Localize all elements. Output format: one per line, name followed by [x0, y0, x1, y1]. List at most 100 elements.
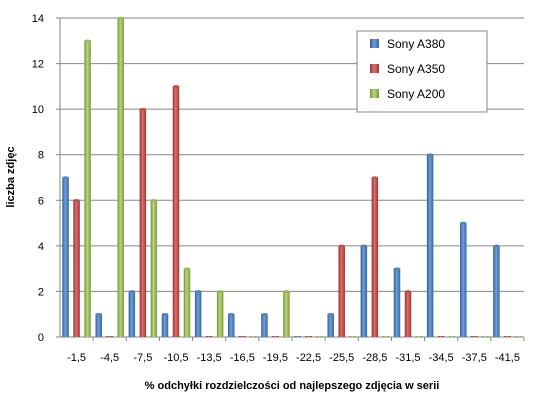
bar-rect [150, 200, 158, 337]
bar-sony-a350 [305, 336, 312, 337]
bar-rect [515, 336, 522, 337]
bar-cap [371, 176, 379, 179]
y-tick-label: 6 [38, 195, 44, 207]
bar-rect [117, 18, 124, 337]
bar-rect [393, 268, 401, 337]
bar-rect [382, 336, 390, 337]
bar-sony-a380 [493, 244, 500, 337]
bar-rect [239, 336, 246, 337]
bar-rect [460, 223, 467, 337]
bar-cap [73, 198, 80, 202]
bar-sony-a200 [482, 336, 489, 337]
x-tick-label: -31,5 [395, 352, 420, 364]
bar-cap [327, 312, 334, 316]
bar-cap [404, 290, 412, 293]
x-tick-label: -16,5 [230, 352, 255, 364]
y-tick-label: 0 [38, 332, 44, 344]
bar-cap [261, 312, 268, 316]
bar-cap [283, 290, 290, 293]
bar-rect [161, 314, 169, 337]
x-tick-label: -10,5 [163, 352, 188, 364]
bar-rect [404, 291, 412, 337]
bar-cap [62, 176, 69, 179]
bar-sony-a200 [117, 16, 124, 337]
x-tick-label: -41,5 [495, 352, 520, 364]
bar-sony-a200 [382, 336, 390, 337]
bar-rect [338, 245, 345, 337]
bar-rect [371, 177, 379, 337]
bar-sony-a350 [172, 85, 180, 337]
bar-sony-a350 [106, 336, 113, 337]
bar-cap [128, 290, 136, 293]
bar-rect [349, 336, 356, 337]
x-tick-label: -28,5 [362, 352, 387, 364]
bar-rect [437, 336, 445, 337]
x-tick-label: -34,5 [429, 352, 454, 364]
bar-sony-a380 [460, 221, 467, 337]
bar-rect [327, 314, 334, 337]
bar-rect [261, 314, 268, 337]
bar-rect [250, 336, 257, 337]
bar-sony-a350 [338, 244, 345, 337]
bar-cap [139, 107, 147, 111]
bar-sony-a200 [183, 267, 191, 337]
bar-cap [161, 312, 169, 316]
bar-sony-a200 [349, 336, 356, 337]
y-tick-label: 10 [32, 104, 44, 116]
x-tick-label: -22,5 [296, 352, 321, 364]
bar-rect [415, 336, 423, 337]
bar-sony-a380 [360, 244, 368, 337]
bar-rect [139, 109, 147, 338]
legend-swatch [370, 89, 379, 98]
bar-rect [84, 40, 91, 338]
x-tick-label: -19,5 [263, 352, 288, 364]
bar-rect [73, 200, 80, 337]
bar-sony-a350 [404, 290, 412, 337]
bar-rect [283, 291, 290, 337]
y-tick-label: 2 [38, 286, 44, 298]
legend-item: Sony A350 [370, 62, 445, 76]
bar-sony-a200 [515, 336, 522, 337]
bar-rect [95, 314, 102, 337]
bar-sony-a200 [216, 290, 224, 337]
bar-cap [460, 221, 467, 225]
bar-cap [183, 267, 191, 270]
bar-rect [128, 291, 136, 337]
bar-rect [205, 336, 213, 337]
bar-sony-a350 [471, 336, 478, 337]
y-tick-label: 14 [32, 13, 44, 25]
bar-rect [228, 314, 235, 337]
bar-rect [183, 268, 191, 337]
x-tick-label: -37,5 [462, 352, 487, 364]
legend-label: Sony A350 [387, 62, 445, 76]
bar-rect [316, 336, 323, 337]
bar-cap [228, 312, 235, 316]
legend-swatch [370, 64, 379, 73]
bar-sony-a350 [73, 198, 80, 337]
axes [59, 18, 525, 341]
bar-sony-a380 [95, 312, 102, 337]
legend: Sony A380 Sony A350 Sony A200 [356, 30, 488, 113]
x-tick-label: -13,5 [197, 352, 222, 364]
bar-cap [117, 16, 124, 20]
bar-sony-a350 [239, 336, 246, 337]
bar-rect [172, 86, 180, 337]
bar-sony-a380 [161, 312, 169, 337]
x-tick-label: -1,5 [67, 352, 86, 364]
x-tick-label: -4,5 [100, 352, 119, 364]
bar-rect [448, 336, 456, 337]
bar-rect [216, 291, 224, 337]
legend-swatch [370, 39, 379, 48]
bar-sony-a200 [415, 336, 423, 337]
x-axis-title: % odchyłki rozdzielczości od najlepszego… [145, 380, 440, 392]
bar-sony-a380 [62, 176, 69, 337]
bar-cap [338, 244, 345, 248]
bar-cap [194, 290, 202, 293]
bar-sony-a380 [393, 267, 401, 337]
y-tick-label: 4 [38, 241, 44, 253]
bar-sony-a380 [128, 290, 136, 337]
y-tick-label: 12 [32, 59, 44, 71]
x-tick-label: -25,5 [329, 352, 354, 364]
bar-cap [360, 244, 368, 248]
